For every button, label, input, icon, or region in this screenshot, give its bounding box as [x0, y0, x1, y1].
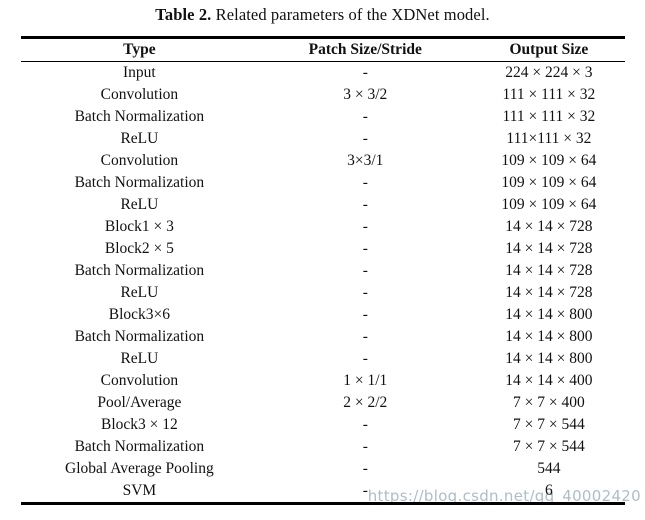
type-cell: Batch Normalization [74, 174, 205, 191]
output-size-cell: 111×111 × 32 [506, 130, 592, 147]
patch-size-stride-cell: - [362, 328, 368, 345]
type-cell: ReLU [120, 196, 159, 213]
type-cell: Global Average Pooling [65, 460, 214, 477]
table-row: Block1 × 3 - 14 × 14 × 728 [21, 216, 625, 238]
table-row: Convolution 1 × 1/1 14 × 14 × 400 [21, 370, 625, 392]
table-row: Pool/Average 2 × 2/2 7 × 7 × 400 [21, 392, 625, 414]
column-header-patch-size-stride: Patch Size/Stride [308, 41, 422, 58]
table-row: Block2 × 5 - 14 × 14 × 728 [21, 238, 625, 260]
table-caption: Table 2. Related parameters of the XDNet… [0, 5, 645, 25]
type-cell: ReLU [120, 284, 159, 301]
patch-size-stride-cell: - [362, 460, 368, 477]
patch-size-stride-cell: 1 × 1/1 [343, 372, 388, 389]
output-size-cell: 14 × 14 × 400 [505, 372, 593, 389]
table-row: Batch Normalization - 111 × 111 × 32 [21, 106, 625, 128]
patch-size-stride-cell: - [362, 174, 368, 191]
table-row: Block3×6 - 14 × 14 × 800 [21, 304, 625, 326]
table-row: ReLU - 14 × 14 × 800 [21, 348, 625, 370]
patch-size-stride-cell: 3 × 3/2 [343, 86, 388, 103]
patch-size-stride-cell: - [362, 218, 368, 235]
table-caption-label: Table 2. [155, 5, 212, 24]
output-size-cell: 224 × 224 × 3 [505, 64, 593, 81]
type-cell: Convolution [100, 152, 179, 169]
output-size-cell: 6 [545, 482, 553, 499]
table-row: Convolution 3 × 3/2 111 × 111 × 32 [21, 84, 625, 106]
output-size-cell: 111 × 111 × 32 [502, 108, 596, 125]
type-cell: Batch Normalization [74, 438, 205, 455]
output-size-cell: 14 × 14 × 728 [505, 218, 593, 235]
patch-size-stride-cell: - [362, 64, 368, 81]
type-cell: Batch Normalization [74, 328, 205, 345]
output-size-cell: 14 × 14 × 800 [505, 328, 593, 345]
type-cell: Convolution [100, 86, 179, 103]
type-cell: ReLU [120, 130, 159, 147]
table-row: Batch Normalization - 14 × 14 × 800 [21, 326, 625, 348]
parameters-table: Type Patch Size/Stride Output Size Input… [21, 36, 625, 505]
patch-size-stride-cell: - [362, 438, 368, 455]
type-cell: Block2 × 5 [104, 240, 174, 257]
patch-size-stride-cell: - [362, 482, 368, 499]
type-cell: Block3 × 12 [100, 416, 178, 433]
patch-size-stride-cell: - [362, 108, 368, 125]
type-cell: Input [123, 64, 156, 81]
table-row: Input - 224 × 224 × 3 [21, 62, 625, 85]
output-size-cell: 544 [537, 460, 561, 477]
output-size-cell: 14 × 14 × 728 [505, 240, 593, 257]
table-row: ReLU - 14 × 14 × 728 [21, 282, 625, 304]
patch-size-stride-cell: - [362, 284, 368, 301]
patch-size-stride-cell: 3×3/1 [347, 152, 384, 169]
output-size-cell: 14 × 14 × 728 [505, 284, 593, 301]
column-header-type: Type [123, 41, 156, 58]
column-header-output-size: Output Size [509, 41, 589, 58]
patch-size-stride-cell: - [362, 130, 368, 147]
table-row: Convolution 3×3/1 109 × 109 × 64 [21, 150, 625, 172]
output-size-cell: 7 × 7 × 544 [513, 416, 585, 433]
output-size-cell: 7 × 7 × 400 [513, 394, 585, 411]
type-cell: Block3×6 [108, 306, 171, 323]
output-size-cell: 109 × 109 × 64 [501, 196, 597, 213]
type-cell: Batch Normalization [74, 108, 205, 125]
output-size-cell: 111 × 111 × 32 [502, 86, 596, 103]
table-row: Batch Normalization - 109 × 109 × 64 [21, 172, 625, 194]
patch-size-stride-cell: 2 × 2/2 [343, 394, 388, 411]
table-row: Batch Normalization - 7 × 7 × 544 [21, 436, 625, 458]
output-size-cell: 14 × 14 × 800 [505, 350, 593, 367]
type-cell: Block1 × 3 [104, 218, 174, 235]
table-row: SVM - 6 [21, 480, 625, 504]
type-cell: ReLU [120, 350, 159, 367]
table-row: Global Average Pooling - 544 [21, 458, 625, 480]
patch-size-stride-cell: - [362, 262, 368, 279]
type-cell: Pool/Average [97, 394, 182, 411]
table-caption-text: Related parameters of the XDNet model. [211, 5, 490, 24]
output-size-cell: 109 × 109 × 64 [501, 152, 597, 169]
output-size-cell: 14 × 14 × 800 [505, 306, 593, 323]
type-cell: Convolution [100, 372, 179, 389]
type-cell: Batch Normalization [74, 262, 205, 279]
patch-size-stride-cell: - [362, 196, 368, 213]
table-body: Input - 224 × 224 × 3 Convolution 3 × 3/2 111… [21, 62, 625, 504]
table-row: ReLU - 111×111 × 32 [21, 128, 625, 150]
table-row: Block3 × 12 - 7 × 7 × 544 [21, 414, 625, 436]
patch-size-stride-cell: - [362, 350, 368, 367]
patch-size-stride-cell: - [362, 416, 368, 433]
type-cell: SVM [122, 482, 157, 499]
output-size-cell: 7 × 7 × 544 [513, 438, 585, 455]
table-row: Batch Normalization - 14 × 14 × 728 [21, 260, 625, 282]
patch-size-stride-cell: - [362, 306, 368, 323]
output-size-cell: 14 × 14 × 728 [505, 262, 593, 279]
table-row: ReLU - 109 × 109 × 64 [21, 194, 625, 216]
watermark: https://blog.csdn.net/qq_40002420 [367, 487, 641, 505]
patch-size-stride-cell: - [362, 240, 368, 257]
output-size-cell: 109 × 109 × 64 [501, 174, 597, 191]
header-row: Type Patch Size/Stride Output Size [21, 38, 625, 62]
